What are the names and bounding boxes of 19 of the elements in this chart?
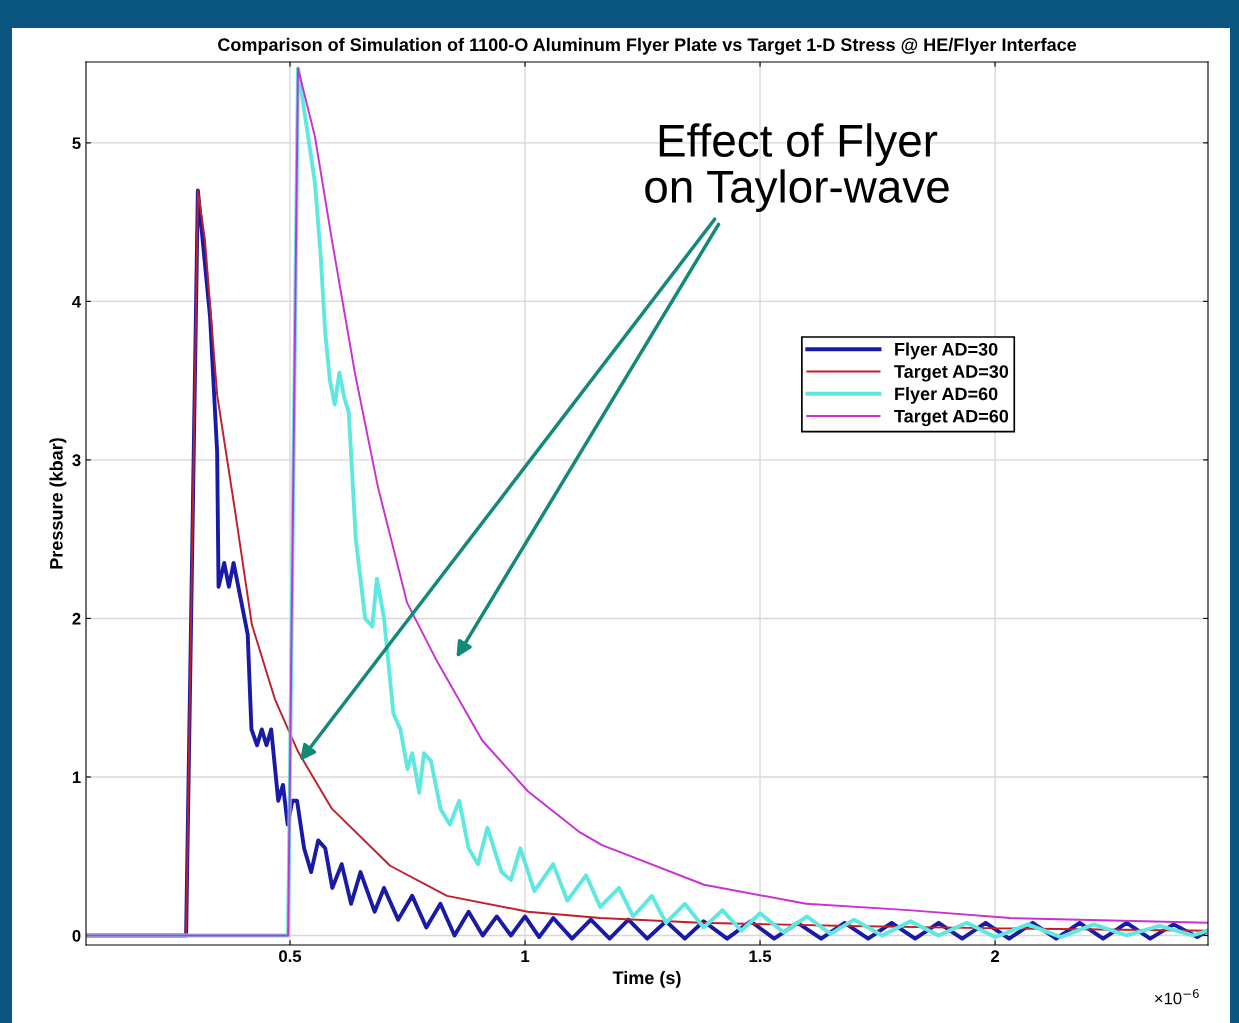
x-tick-label: 2 bbox=[991, 950, 1000, 962]
y-tick-label: 4 bbox=[72, 295, 82, 308]
x-tick-label: 0.5 bbox=[279, 950, 302, 963]
chart-title: Comparison of Simulation of 1100-O Aluminum Flyer Plate vs Target 1-D Stress @ HE/Flyer Interface bbox=[218, 37, 1077, 55]
x-axis-title: Time (s) bbox=[612, 970, 681, 988]
legend-label: Target AD=30 bbox=[894, 365, 1009, 382]
y-tick-label: 1 bbox=[72, 771, 81, 783]
y-tick-label: 2 bbox=[72, 612, 81, 625]
y-tick-label: 5 bbox=[72, 137, 81, 150]
y-tick-label: 0 bbox=[72, 929, 81, 942]
legend-label: Flyer AD=30 bbox=[895, 342, 998, 360]
y-axis-title: Pressure (kbar) bbox=[49, 438, 67, 569]
x-tick-label: 1 bbox=[521, 950, 530, 962]
x-tick-label: 1.5 bbox=[749, 950, 772, 963]
annotation: Effect of Flyer on Taylor-wave bbox=[645, 123, 949, 212]
legend-label: Target AD=60 bbox=[894, 409, 1009, 427]
legend-label: Flyer AD=60 bbox=[895, 387, 998, 404]
text: ×10$^{−6}$ bbox=[1154, 989, 1199, 1005]
y-tick-label: 3 bbox=[72, 454, 81, 467]
